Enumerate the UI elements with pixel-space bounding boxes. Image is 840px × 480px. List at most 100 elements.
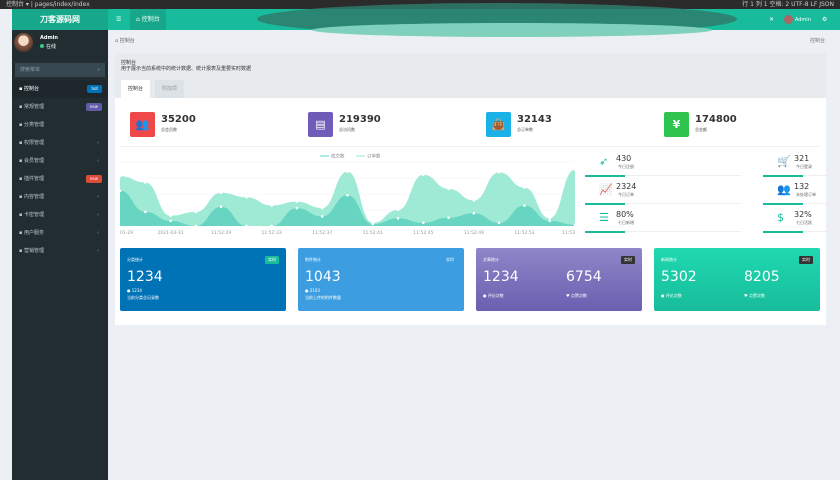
sidebar-item[interactable]: ▪ 分类管理 xyxy=(12,116,108,134)
sidebar-item[interactable]: ▪ 营销管理 ‹ xyxy=(12,242,108,260)
sidebar-item-label: 常规管理 xyxy=(23,104,44,110)
sidebar-item[interactable]: ▪ 权限管理 ‹ xyxy=(12,134,108,152)
stat-label: 总订单数 xyxy=(517,127,533,132)
sidebar-item-label: 用户服务 xyxy=(23,230,44,236)
menu-icon: ▪ xyxy=(19,122,24,128)
card-sub: ● 评论次数 xyxy=(483,293,504,298)
fullscreen-icon[interactable]: ✕ xyxy=(769,16,775,23)
stat-card: 新闻统计 实时 5302 8205 ● 评论次数 ♥ 点赞次数 xyxy=(654,248,820,311)
data-point xyxy=(523,186,526,189)
settings-icon[interactable]: ⚙ xyxy=(822,16,828,23)
realtime-badge: 实时 xyxy=(443,256,457,264)
data-point xyxy=(120,174,122,178)
data-point xyxy=(548,219,552,223)
sidebar-item[interactable]: ▪ 内容管理 ‹ xyxy=(12,188,108,206)
card-sub: ● 评论次数 xyxy=(661,293,682,298)
card-title: 分类统计 xyxy=(127,257,143,262)
stat-card: 文章统计 实时 1234 6754 ● 评论次数 ♥ 点赞次数 xyxy=(476,248,642,311)
menu-icon: ▪ xyxy=(19,86,24,92)
mini-stat-value: 430 xyxy=(616,154,632,163)
data-point xyxy=(169,219,172,223)
sidebar-item[interactable]: ▪ 控制台 hot xyxy=(12,80,108,98)
card-value-2: 8205 xyxy=(744,269,780,285)
menu-badge: hot xyxy=(87,85,102,93)
mini-stat-value: 80% xyxy=(616,210,634,219)
mini-stat-value: 32% xyxy=(794,210,812,219)
sidebar-item[interactable]: ▪ 用户服务 ‹ xyxy=(12,224,108,242)
mini-stat-label: 未处理订单 xyxy=(796,192,816,197)
stat-value: 174800 xyxy=(695,114,737,125)
data-point xyxy=(497,170,501,174)
tab-dashboard[interactable]: 控制台 xyxy=(121,80,151,98)
address-text: 控制台 ▾ | pages/index/index xyxy=(6,1,90,8)
dollar-icon: $ xyxy=(777,211,784,224)
mini-stat-label: 今日登录 xyxy=(796,164,812,169)
card-value: 1043 xyxy=(305,269,341,285)
data-point xyxy=(548,217,552,220)
menu-badge: new xyxy=(85,103,102,111)
sidebar-item-label: 营销管理 xyxy=(23,248,44,254)
card-desc: 当前上传的附件数量 xyxy=(305,295,341,300)
menu-badge: new xyxy=(85,175,102,183)
legend-label[interactable]: 订单数 xyxy=(367,153,381,160)
data-point xyxy=(497,221,501,225)
book-icon: ▤ xyxy=(308,112,333,137)
online-status: 在线 xyxy=(40,43,56,50)
card-value-2: 6754 xyxy=(566,269,602,285)
search-icon[interactable]: ⌕ xyxy=(97,67,100,73)
stat-box: 👥 35200 总会员数 xyxy=(130,112,280,138)
data-point xyxy=(573,223,575,227)
sidebar-item[interactable]: ▪ 常规管理 new xyxy=(12,98,108,116)
card-value: 1234 xyxy=(127,269,163,285)
tab-addon[interactable]: 附加项 xyxy=(155,80,185,98)
card-title: 新闻统计 xyxy=(661,257,677,262)
realtime-badge: 实时 xyxy=(265,256,279,264)
mini-stat: ➶ 430 今日注册 xyxy=(585,151,745,179)
data-point xyxy=(320,206,324,210)
mini-stat-label: 今日订单 xyxy=(618,192,634,197)
sidebar-item-label: 权限管理 xyxy=(23,140,44,146)
data-point xyxy=(371,222,375,226)
menu-icon: ▪ xyxy=(19,176,24,182)
sidebar-item[interactable]: ▪ 插件管理 new xyxy=(12,170,108,188)
dashboard-panel: 01-29 2021-03-31 11:52:29 11:52:33 11:52:37 1… xyxy=(115,98,840,325)
stat-label: 总会员数 xyxy=(161,127,177,132)
card-sub: ● 2103 xyxy=(305,288,320,293)
card-sub-2: ♥ 点赞次数 xyxy=(566,293,587,298)
mini-stat: 👥 132 未处理订单 xyxy=(763,179,840,207)
breadcrumb[interactable]: ⌂ 控制台 xyxy=(115,38,135,44)
data-point xyxy=(295,206,299,210)
x-tick-label: 11:52:37 xyxy=(312,230,332,236)
user-menu[interactable]: Admin xyxy=(784,9,811,30)
menu-icon: ▪ xyxy=(19,140,24,146)
sidebar-item[interactable]: ▪ 卡密管理 ‹ xyxy=(12,206,108,224)
data-point xyxy=(143,181,147,184)
stat-box: ▤ 219390 总访问数 xyxy=(308,112,458,138)
mini-stat: 📈 2324 今日订单 xyxy=(585,179,745,207)
logo[interactable]: 刀客源码网 xyxy=(12,9,108,30)
user-name: Admin xyxy=(794,17,811,23)
data-point xyxy=(422,221,425,225)
menu-search-input[interactable]: 搜索菜单 ⌕ xyxy=(15,63,105,77)
realtime-badge: 实时 xyxy=(621,256,635,264)
data-point xyxy=(219,191,223,195)
x-tick-label: 2021-03-31 xyxy=(157,230,183,236)
tab-dashboard[interactable]: ⌂ 控制台 xyxy=(130,9,166,30)
data-point xyxy=(573,168,575,171)
menu-icon: ▪ xyxy=(19,212,24,218)
legend-label[interactable]: 成交数 xyxy=(331,153,345,160)
sidebar-item-label: 卡密管理 xyxy=(23,212,44,218)
users-icon: 👥 xyxy=(130,112,155,137)
stat-value: 35200 xyxy=(161,114,196,125)
data-point xyxy=(120,189,122,193)
data-point xyxy=(194,224,198,228)
sidebar-item-label: 插件管理 xyxy=(23,176,44,182)
card-desc: 当前分类总记录数 xyxy=(127,295,159,300)
sidebar-item[interactable]: ▪ 会员管理 ‹ xyxy=(12,152,108,170)
menu-icon: ▪ xyxy=(19,194,24,200)
menu-toggle-icon[interactable]: ☰ xyxy=(116,16,122,23)
card-value: 5302 xyxy=(661,269,697,285)
sidebar-user-name: Admin xyxy=(40,35,58,41)
mini-stat-label: 七日新增 xyxy=(618,220,634,225)
x-tick-label: 11:52:29 xyxy=(211,230,231,236)
